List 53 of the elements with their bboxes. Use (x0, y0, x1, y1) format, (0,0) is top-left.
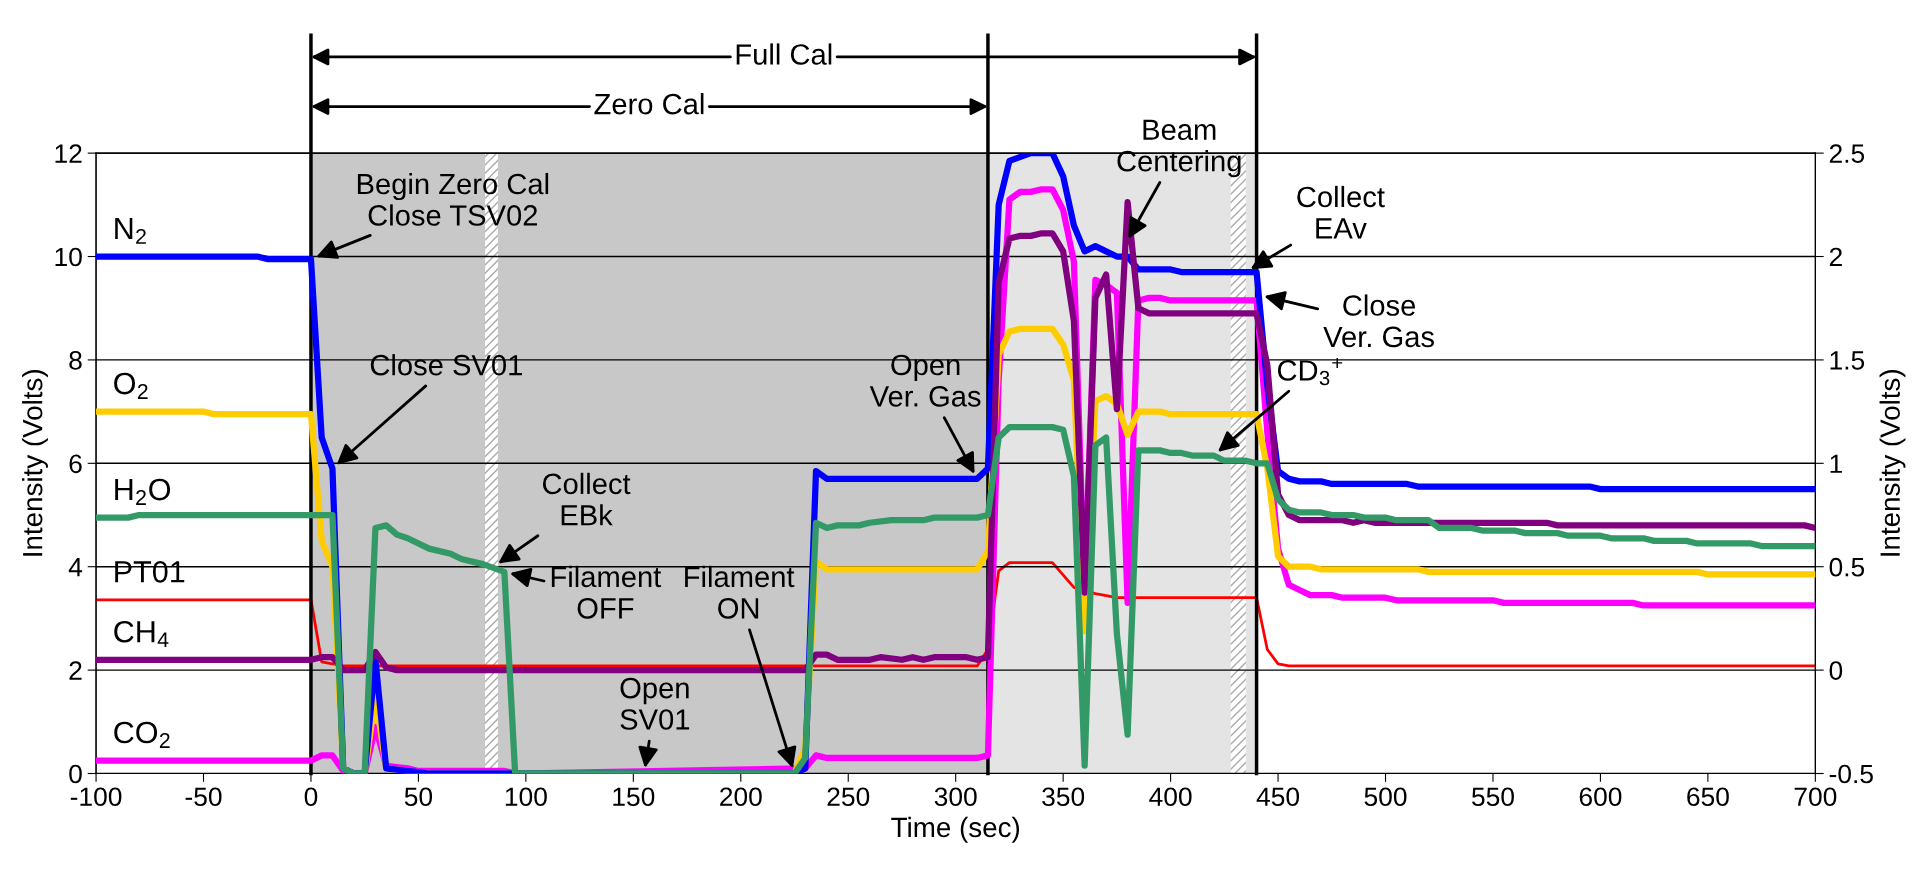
annotation: Beam Centering (1117, 119, 1241, 178)
y-tick-label: 6 (69, 454, 82, 474)
series-label: O$_{2}$ (114, 372, 148, 399)
x-tick-label: 250 (827, 787, 870, 807)
annotation: Begin Zero Cal Close TSV02 (357, 172, 549, 226)
annotation: Filament ON (685, 565, 795, 619)
x-tick-label: 450 (1256, 787, 1300, 807)
series-label: PT01 (115, 561, 185, 583)
annotation: Collect EAv (1297, 185, 1385, 239)
x-tick-label: 350 (1042, 787, 1085, 807)
y2-tick-label: -0.5 (1829, 764, 1873, 784)
x-tick-label: -100 (70, 787, 122, 807)
x-tick-label: 200 (720, 787, 762, 807)
y-tick-label: 8 (69, 351, 82, 370)
series-label: CH$_{4}$ (114, 620, 169, 648)
y2-axis-title: Intensity (Volts) (1879, 370, 1906, 556)
series-label: H$_{2}$O (115, 478, 171, 505)
x-tick-label: 500 (1364, 787, 1407, 807)
annotation: Open Ver. Gas (869, 354, 981, 407)
x-tick-label: 100 (505, 787, 547, 807)
x-tick-label: 650 (1687, 787, 1729, 807)
y2-tick-label: 0 (1829, 661, 1843, 680)
series-label: N$_{2}$ (115, 217, 146, 244)
x-tick-label: 50 (404, 787, 433, 807)
annotation: Filament OFF (551, 565, 662, 619)
annotation: Close Ver. Gas (1323, 294, 1434, 348)
y-tick-label: 12 (55, 144, 82, 163)
text: Full Cal (736, 43, 832, 65)
y2-tick-label: 1 (1830, 454, 1842, 473)
annotation: CD$_{3}$$^{+}$ (1277, 357, 1343, 386)
y-tick-label: 2 (69, 661, 82, 680)
series-label: CO$_{2}$ (114, 721, 170, 748)
y2-tick-label: 2.5 (1829, 144, 1865, 163)
annotation: Open SV01 (620, 677, 690, 730)
x-tick-label: 300 (934, 787, 977, 807)
text: Zero Cal (594, 93, 704, 115)
x-axis-title: Time (sec) (891, 816, 1020, 843)
x-tick-label: -50 (185, 787, 222, 807)
x-tick-label: 150 (613, 787, 655, 807)
annotation: Collect EBk (542, 472, 631, 526)
y2-tick-label: 2 (1829, 247, 1842, 267)
y-axis-title: Intensity (Volts) (22, 370, 48, 556)
y2-tick-label: 0.5 (1829, 557, 1865, 577)
x-tick-label: 400 (1149, 787, 1192, 807)
x-tick-label: 600 (1579, 787, 1622, 807)
y-tick-label: 10 (55, 247, 82, 267)
x-tick-label: 700 (1794, 787, 1837, 807)
x-tick-label: 0 (304, 787, 318, 807)
x-tick-label: 550 (1472, 787, 1514, 807)
y2-tick-label: 1.5 (1830, 351, 1865, 370)
annotation: Close SV01 (370, 354, 522, 376)
y-tick-label: 0 (69, 764, 82, 784)
y-tick-label: 4 (68, 558, 83, 577)
